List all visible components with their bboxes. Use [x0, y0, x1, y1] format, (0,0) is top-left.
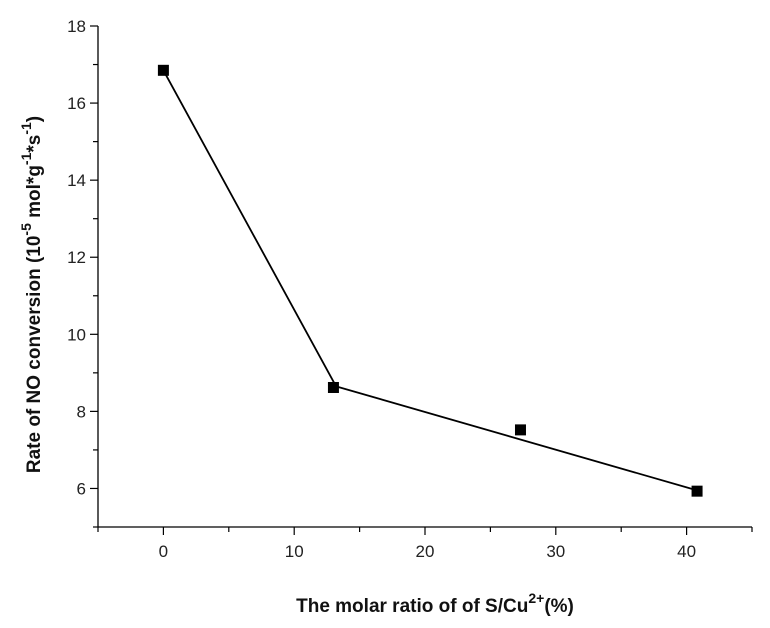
trend-line — [162, 69, 698, 492]
y-tick-label: 8 — [77, 402, 86, 421]
data-points — [157, 64, 703, 497]
data-point — [157, 64, 169, 76]
x-tick-label: 30 — [546, 542, 565, 561]
y-tick-label: 16 — [67, 94, 86, 113]
plot-frame — [97, 26, 752, 528]
data-point — [514, 424, 526, 436]
y-tick-label: 6 — [77, 479, 86, 498]
trend-line-path — [162, 69, 698, 492]
y-tick-label: 14 — [67, 171, 86, 190]
y-axis-title: Rate of NO conversion (10-5 mol*g-1*s-1) — [18, 116, 45, 473]
x-tick-label: 20 — [416, 542, 435, 561]
data-point — [691, 485, 703, 497]
y-tick-label: 18 — [67, 17, 86, 36]
x-axis-ticks: 0 10 20 30 40 — [97, 527, 753, 561]
y-axis-ticks: 6 8 10 12 14 16 18 — [67, 17, 98, 528]
y-tick-label: 12 — [67, 248, 86, 267]
x-axis-title: The molar ratio of of S/Cu2+(%) — [296, 590, 574, 617]
data-point — [327, 381, 339, 393]
x-tick-label: 40 — [677, 542, 696, 561]
x-tick-label: 0 — [159, 542, 168, 561]
y-tick-label: 10 — [67, 325, 86, 344]
x-tick-label: 10 — [285, 542, 304, 561]
